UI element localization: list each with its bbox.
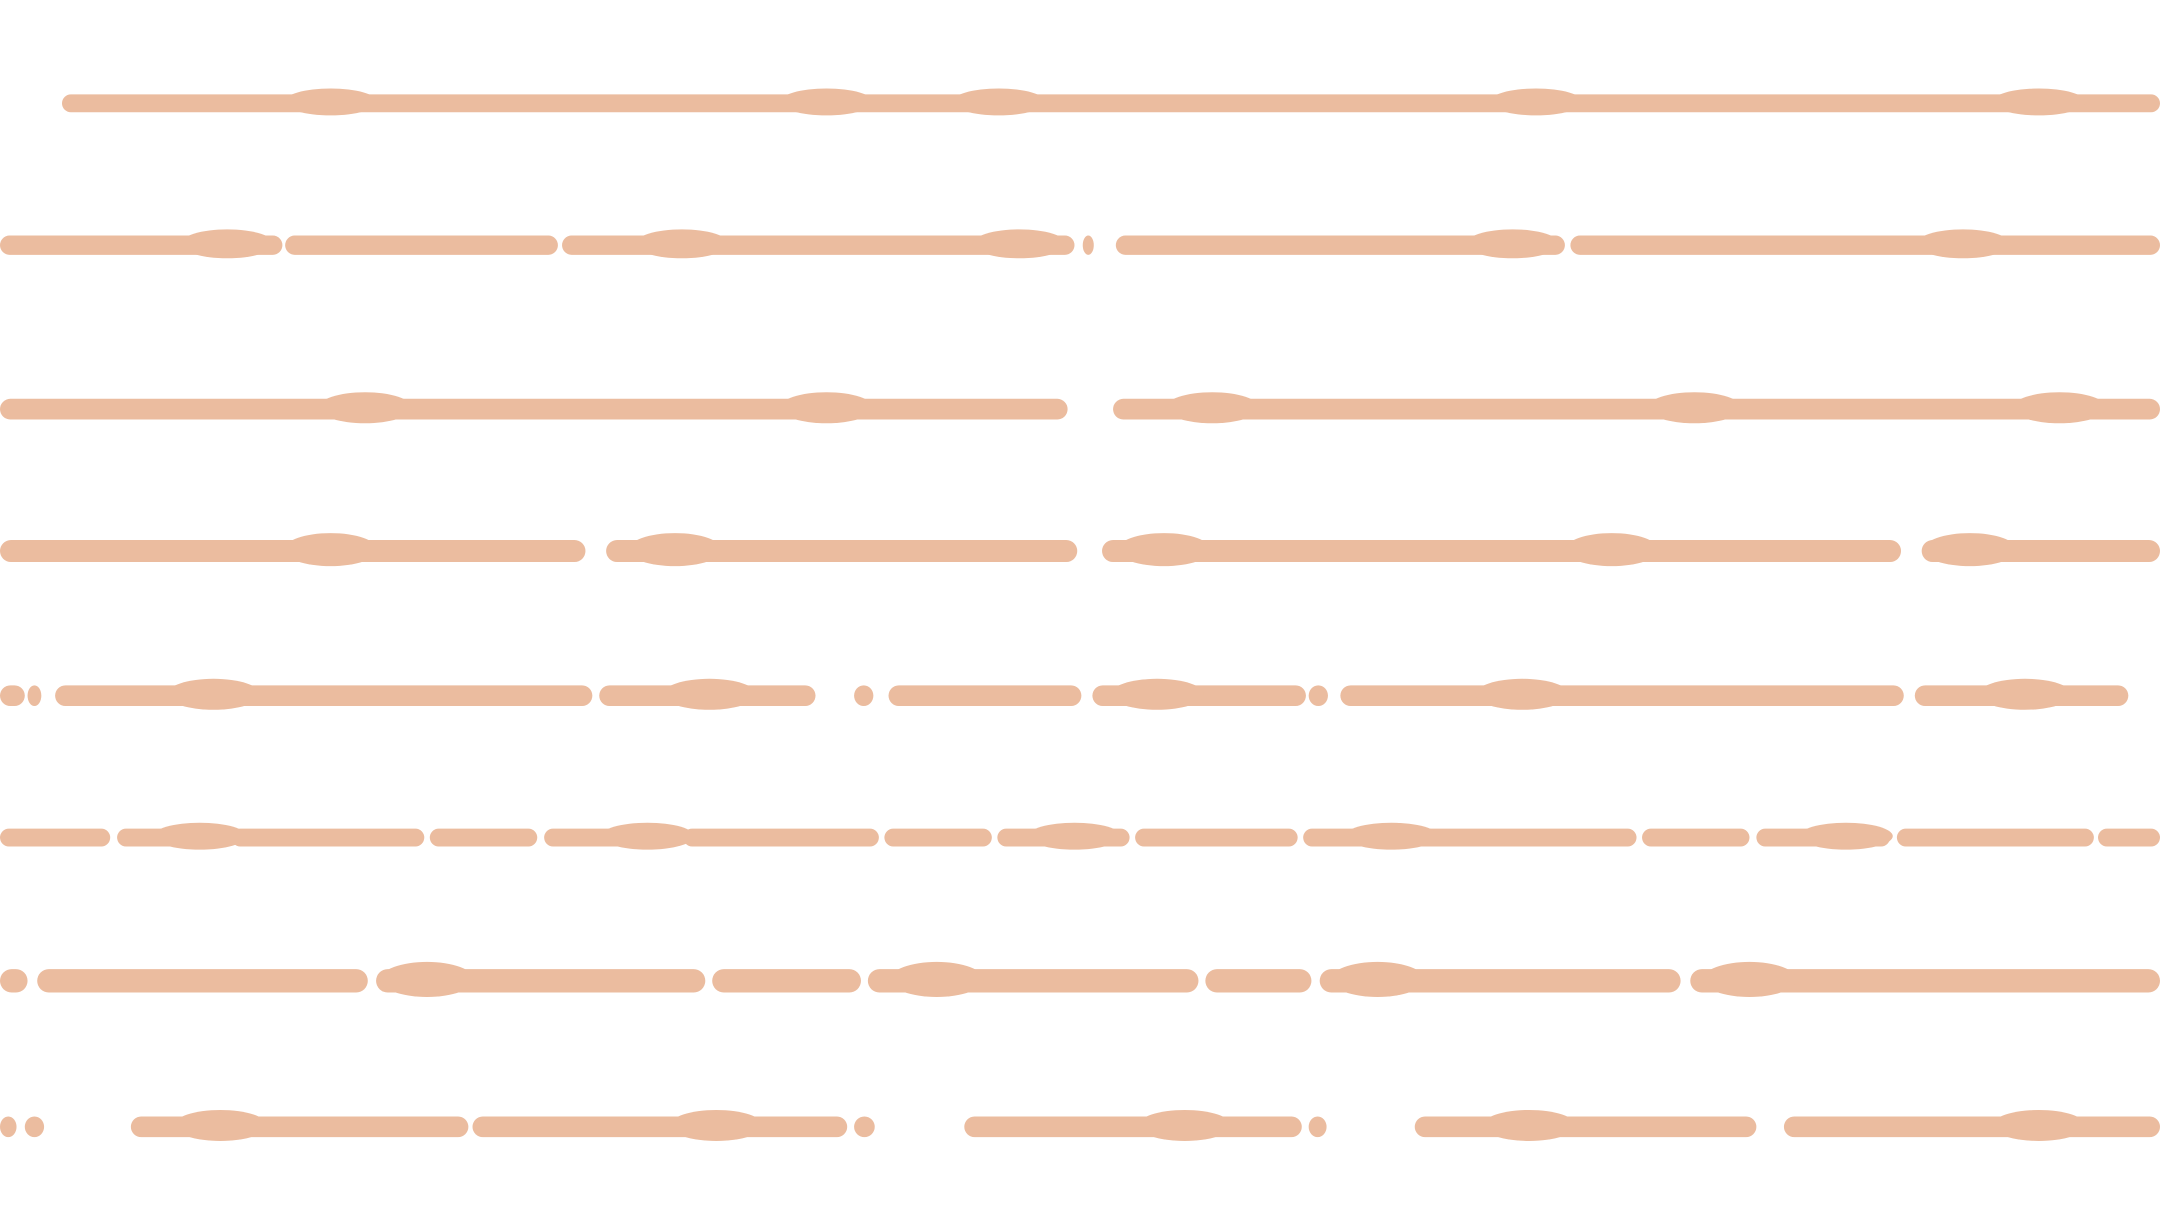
brush-segment — [285, 235, 558, 255]
brush-segment — [712, 969, 861, 993]
brush-segment — [37, 969, 368, 993]
brush-segment — [429, 828, 538, 847]
brush-segment — [472, 1116, 848, 1138]
brush-segment — [0, 828, 111, 847]
brush-blob — [1482, 1109, 1576, 1141]
brush-segment — [683, 828, 879, 847]
brush-segment — [0, 685, 25, 706]
brush-segment — [1205, 969, 1312, 993]
brush-segment — [1896, 828, 2094, 847]
brush-segment — [0, 969, 28, 993]
brush-blob — [283, 533, 378, 567]
brush-segment — [0, 398, 1068, 420]
brush-blob — [1799, 822, 1893, 850]
brush-segment — [854, 685, 874, 706]
brush-blob — [1647, 392, 1742, 424]
brush-blob — [1978, 678, 2072, 710]
brush-segment — [2098, 828, 2160, 847]
brush-segment — [1308, 685, 1328, 706]
brush-blob — [166, 678, 261, 710]
brush-blob — [2012, 392, 2107, 424]
brush-segment — [1308, 1116, 1327, 1138]
brush-blob — [1330, 961, 1425, 998]
brush-segment — [884, 828, 992, 847]
brush-segment — [606, 540, 1078, 563]
brush-blob — [1475, 678, 1570, 710]
brush-blob — [1117, 533, 1211, 567]
brush-segment — [1135, 828, 1298, 847]
brush-blob — [1465, 229, 1560, 259]
brush-segment — [231, 828, 425, 847]
brush-blob — [1027, 822, 1122, 850]
brush-segment — [1340, 685, 1904, 706]
brush-blob — [283, 88, 378, 116]
brush-blob — [628, 533, 722, 567]
brush-blob — [951, 88, 1046, 116]
brush-segment — [1115, 235, 1565, 255]
brush-segment — [888, 685, 1082, 706]
brush-segment — [1414, 1116, 1757, 1138]
brush-blob — [152, 822, 247, 850]
brush-blob — [180, 229, 275, 259]
brush-blob — [662, 678, 757, 710]
brush-blob — [1702, 961, 1797, 998]
brush-blob — [1489, 88, 1583, 116]
brush-segment — [1642, 828, 1750, 847]
brush-blob — [380, 961, 474, 998]
brush-segment — [0, 1116, 17, 1138]
brush-blob — [669, 1109, 764, 1141]
brush-blob — [1923, 533, 2017, 567]
brush-blob — [1564, 533, 1659, 567]
brush-segment — [1082, 235, 1094, 255]
brush-blob — [779, 392, 874, 424]
brush-blob — [779, 88, 874, 116]
brush-segment — [61, 94, 2160, 113]
brush-blob — [173, 1109, 268, 1141]
brush-segment — [1783, 1116, 2160, 1138]
brush-blob — [1344, 822, 1439, 850]
brush-blob — [889, 961, 984, 998]
brush-blob — [972, 229, 1067, 259]
brush-blob — [1916, 229, 2010, 259]
brush-blob — [1991, 88, 2086, 116]
brush-segment — [55, 685, 593, 706]
brush-segment — [27, 685, 42, 706]
brush-segment — [1113, 398, 2160, 420]
brush-blob — [635, 229, 729, 259]
brush-blob — [1110, 678, 1204, 710]
brush-segment — [1570, 235, 2160, 255]
brush-segment — [1690, 969, 2160, 993]
brush-blob — [1991, 1109, 2086, 1141]
brush-blob — [318, 392, 412, 424]
brush-segment — [24, 1116, 45, 1138]
brush-segment — [854, 1116, 875, 1138]
brush-blob — [600, 822, 695, 850]
brush-blob — [1165, 392, 1260, 424]
brush-blob — [1137, 1109, 1232, 1141]
brush-segment — [964, 1116, 1302, 1138]
brush-segment — [1102, 540, 1902, 563]
